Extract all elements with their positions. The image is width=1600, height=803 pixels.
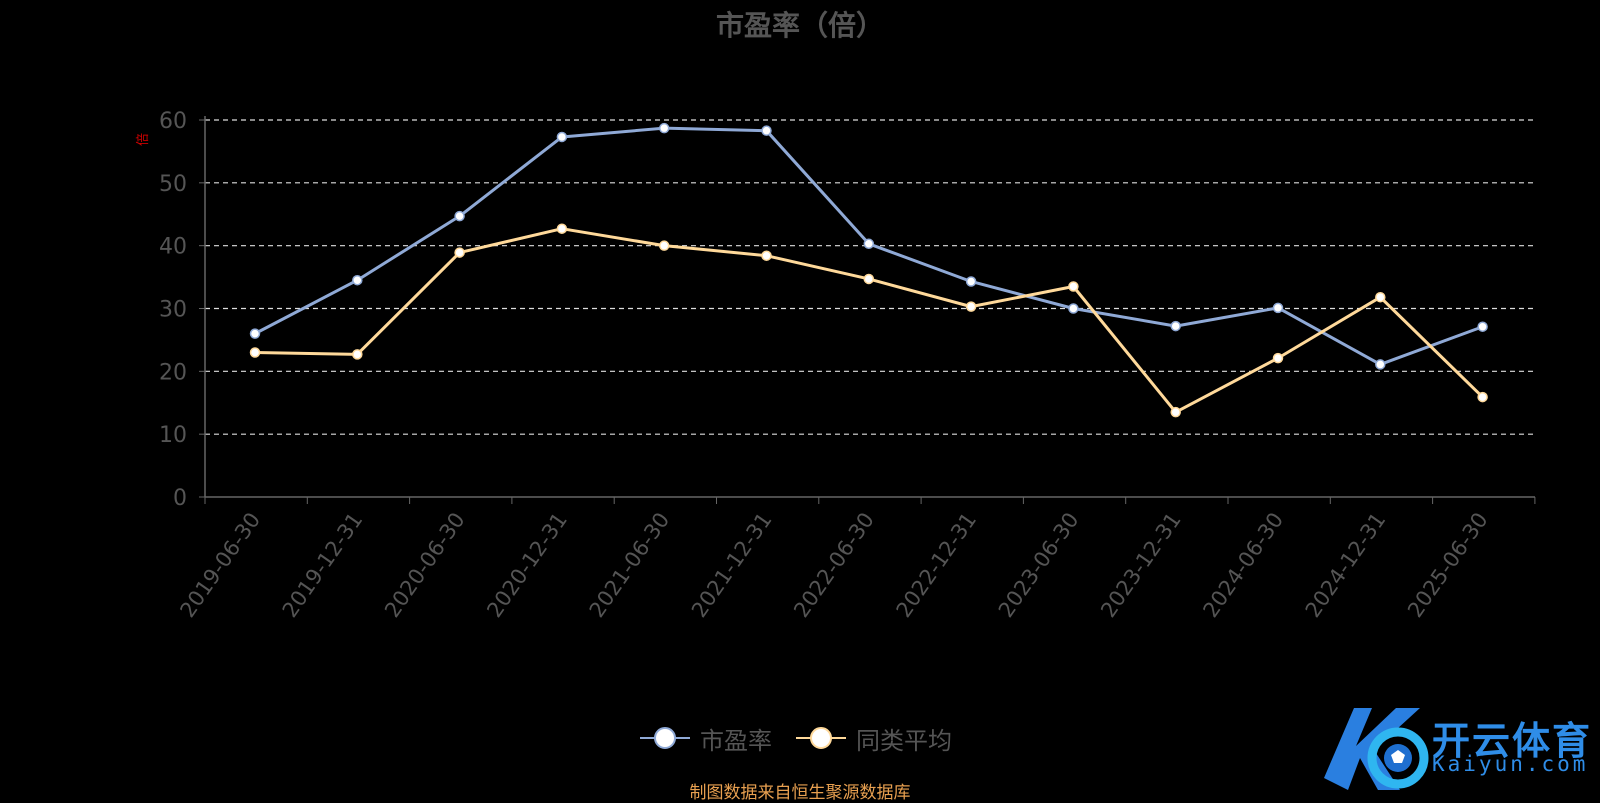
- x-tick-label-2020-06-30: 2020-06-30: [380, 508, 470, 622]
- data-point-1-2025-06-30: [1477, 391, 1488, 403]
- x-tick-label-2021-12-31: 2021-12-31: [687, 508, 777, 622]
- chart-title: 市盈率（倍）: [715, 9, 884, 42]
- y-tick-label-40: 40: [159, 235, 187, 260]
- data-source-note: 制图数据来自恒生聚源数据库: [689, 783, 911, 803]
- x-tick-label-2022-06-30: 2022-06-30: [789, 508, 879, 622]
- x-tick-label-2024-06-30: 2024-06-30: [1198, 508, 1288, 622]
- data-point-1-2022-12-31: [965, 301, 977, 312]
- data-point-1-2023-06-30: [1068, 281, 1079, 292]
- legend-item-peer-avg[interactable]: 同类平均: [796, 721, 952, 756]
- data-point-0-2020-06-30: [454, 210, 465, 222]
- data-point-1-2024-12-31: [1375, 291, 1386, 303]
- data-point-1-2023-12-31: [1170, 406, 1181, 418]
- data-point-0-2022-06-30: [863, 238, 875, 250]
- legend-item-pe[interactable]: 市盈率: [640, 721, 772, 756]
- y-tick-label-0: 0: [173, 486, 187, 511]
- legend-label-peer-avg: 同类平均: [856, 726, 952, 755]
- data-point-0-2021-12-31: [761, 125, 772, 136]
- x-tick-label-2023-06-30: 2023-06-30: [994, 508, 1084, 622]
- data-point-1-2021-06-30: [658, 240, 670, 251]
- y-tick-label-60: 60: [159, 109, 187, 134]
- legend-marker-peer-avg: [796, 727, 846, 749]
- watermark-name-cn: 开云体育: [1432, 719, 1593, 763]
- x-tick-label-2019-12-31: 2019-12-31: [278, 508, 368, 622]
- data-point-0-2020-12-31: [556, 131, 568, 143]
- data-point-0-2025-06-30: [1477, 321, 1488, 332]
- data-point-1-2019-12-31: [352, 349, 363, 360]
- legend-marker-pe: [640, 727, 690, 749]
- legend: 市盈率 同类平均: [640, 718, 952, 758]
- y-tick-label-30: 30: [159, 298, 187, 323]
- x-tick-label-2024-12-31: 2024-12-31: [1301, 508, 1391, 622]
- data-point-0-2023-12-31: [1170, 320, 1181, 332]
- data-point-0-2021-06-30: [658, 122, 670, 134]
- x-tick-label-2021-06-30: 2021-06-30: [585, 508, 675, 622]
- data-point-1-2021-12-31: [761, 250, 772, 261]
- x-tick-label-2020-12-31: 2020-12-31: [482, 508, 572, 622]
- x-tick-label-2019-06-30: 2019-06-30: [175, 508, 265, 622]
- x-tick-label-2022-12-31: 2022-12-31: [892, 508, 982, 622]
- data-point-0-2024-12-31: [1375, 359, 1386, 370]
- data-point-0-2019-12-31: [352, 274, 363, 286]
- y-tick-label-50: 50: [159, 172, 187, 197]
- x-tick-label-2025-06-30: 2025-06-30: [1403, 508, 1493, 622]
- watermark-name-en: Kaiyun.com: [1432, 752, 1589, 776]
- y-tick-label-20: 20: [159, 360, 187, 385]
- data-point-0-2023-06-30: [1068, 303, 1079, 314]
- data-point-1-2020-06-30: [454, 247, 465, 258]
- legend-label-pe: 市盈率: [700, 726, 772, 755]
- data-point-0-2019-06-30: [249, 328, 261, 339]
- data-point-1-2019-06-30: [249, 347, 261, 358]
- x-tick-label-2023-12-31: 2023-12-31: [1096, 508, 1186, 622]
- data-point-1-2024-06-30: [1272, 352, 1284, 364]
- data-point-1-2020-12-31: [556, 223, 568, 234]
- data-point-1-2022-06-30: [863, 273, 875, 285]
- y-tick-label-10: 10: [159, 423, 187, 448]
- data-point-0-2024-06-30: [1272, 302, 1284, 314]
- kaiyun-logo-icon: [1324, 708, 1429, 790]
- data-point-0-2022-12-31: [965, 276, 977, 287]
